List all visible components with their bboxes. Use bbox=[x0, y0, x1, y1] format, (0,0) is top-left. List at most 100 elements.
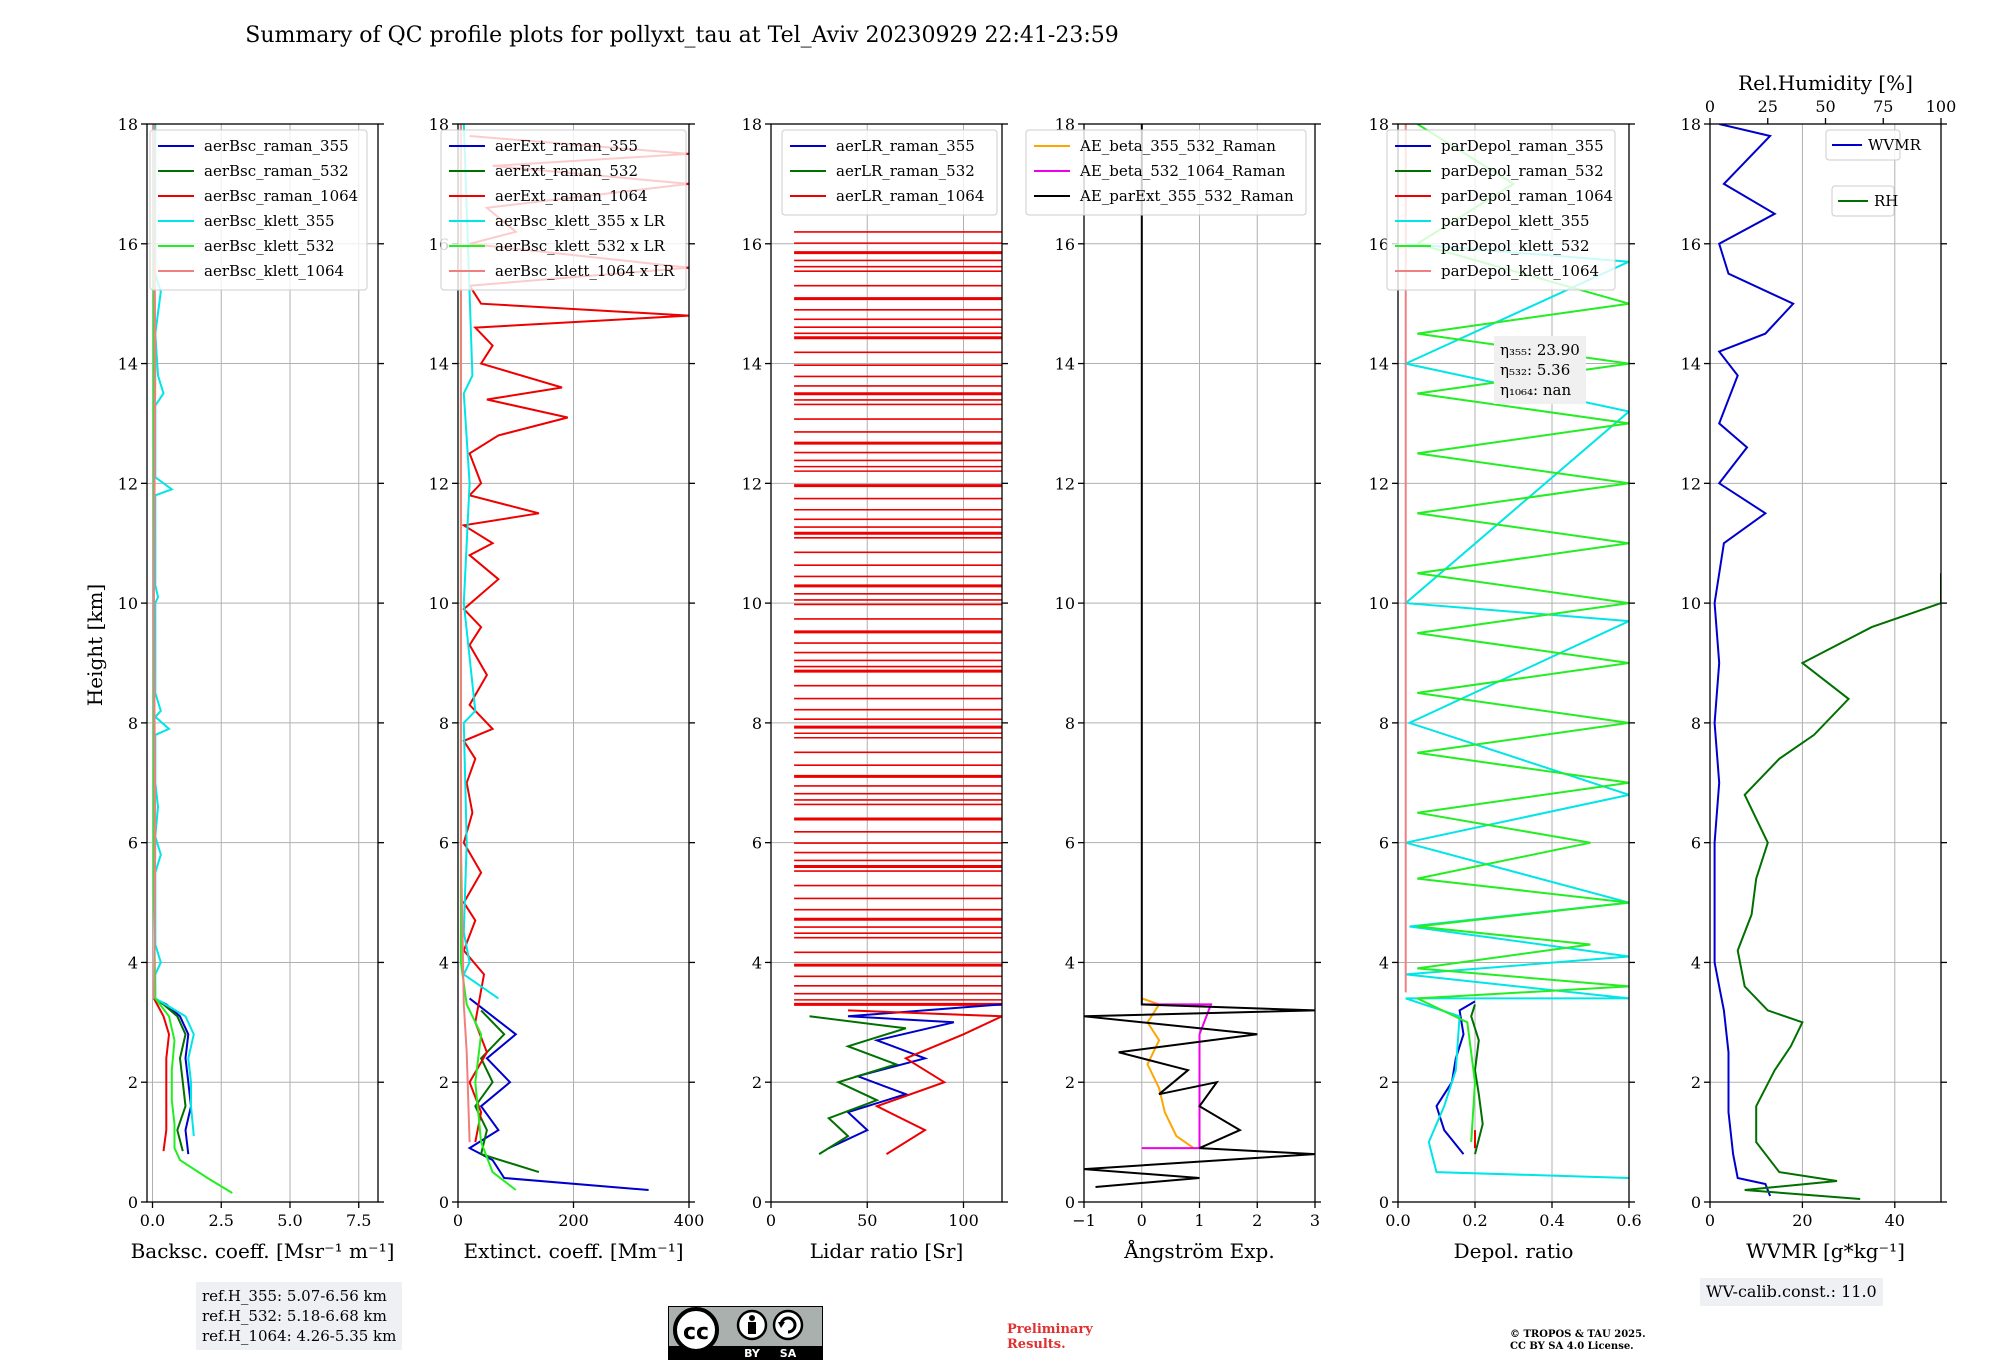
x-tick-label: 0 bbox=[766, 1211, 776, 1230]
y-tick-label: 8 bbox=[1065, 714, 1075, 733]
legend-box bbox=[1825, 129, 1901, 161]
legend-label: aerBsc_klett_355 x LR bbox=[495, 212, 666, 230]
y-tick-label: 12 bbox=[1681, 474, 1701, 493]
y-tick-label: 2 bbox=[1691, 1073, 1701, 1092]
y-tick-label: 10 bbox=[429, 594, 449, 613]
y-tick-label: 18 bbox=[1681, 115, 1701, 134]
ref-height-355: ref.H_355: 5.07-6.56 km bbox=[202, 1287, 387, 1305]
y-tick-label: 12 bbox=[1055, 474, 1075, 493]
cc-sa-label: SA bbox=[780, 1347, 797, 1360]
legend-label: WVMR bbox=[1868, 136, 1922, 154]
x-tick-label: 0 bbox=[1705, 1211, 1715, 1230]
x-tick-label: 0.0 bbox=[140, 1211, 165, 1230]
legend-label: parDepol_raman_355 bbox=[1441, 137, 1604, 155]
legend-box bbox=[440, 129, 687, 291]
series-parDepol_raman_355 bbox=[1435, 1000, 1476, 1155]
y-tick-label: 6 bbox=[1065, 834, 1075, 853]
legend-label: aerLR_raman_1064 bbox=[836, 187, 984, 205]
hatched-band bbox=[794, 231, 1002, 1006]
y-tick-label: 0 bbox=[1691, 1193, 1701, 1212]
y-tick-label: 12 bbox=[1369, 474, 1389, 493]
series-parDepol_klett_532 bbox=[1414, 124, 1629, 1143]
y-tick-label: 18 bbox=[118, 115, 138, 134]
y-tick-label: 14 bbox=[1681, 355, 1701, 374]
x-tick-label: 0.4 bbox=[1539, 1211, 1564, 1230]
legend-box bbox=[1386, 129, 1616, 291]
axes-frame bbox=[146, 123, 379, 1203]
x-axis-label: WVMR [g*kg⁻¹] bbox=[1746, 1239, 1905, 1263]
legend-4: AE_beta_355_532_Raman AE_beta_532_1064_Ra… bbox=[1025, 129, 1307, 216]
y-tick-label: 18 bbox=[429, 115, 449, 134]
panel-5: 0.0 0.2 0.4 0.6 0 2 4 6 8 10 12 14 16 18 Depol. ratio bbox=[1369, 115, 1642, 1263]
panel-3: 0 50 100 0 2 4 6 8 10 12 14 16 18 Lidar ratio [Sr] bbox=[742, 115, 1008, 1263]
axes-frame bbox=[1709, 123, 1942, 1203]
eta-355: η₃₅₅: 23.90 bbox=[1500, 341, 1580, 359]
y-tick-label: 10 bbox=[1681, 594, 1701, 613]
y-tick-label: 2 bbox=[752, 1073, 762, 1092]
y-tick-label: 2 bbox=[439, 1073, 449, 1092]
eta-box: η₃₅₅: 23.90 η₅₃₂: 5.36 η₁₀₆₄: nan bbox=[1494, 336, 1586, 404]
x-tick-label: 7.5 bbox=[346, 1211, 371, 1230]
y-tick-label: 16 bbox=[1055, 235, 1075, 254]
series-aerBsc_raman_532 bbox=[153, 997, 187, 1152]
x-tick-label: 0.0 bbox=[1385, 1211, 1410, 1230]
legend-label: AE_parExt_355_532_Raman bbox=[1079, 187, 1294, 205]
share-alike-icon bbox=[772, 1309, 804, 1341]
y-tick-label: 6 bbox=[1379, 834, 1389, 853]
x-tick-label: 400 bbox=[674, 1211, 705, 1230]
y-tick-label: 2 bbox=[1379, 1073, 1389, 1092]
x-tick-label: −1 bbox=[1072, 1211, 1096, 1230]
copyright-line-1: © TROPOS & TAU 2025. bbox=[1510, 1329, 1646, 1340]
series-aerLR_raman_532 bbox=[809, 1015, 907, 1155]
x-tick-label: 40 bbox=[1885, 1211, 1905, 1230]
eta-1064: η₁₀₆₄: nan bbox=[1500, 381, 1572, 399]
series-parDepol_raman_532 bbox=[1470, 1004, 1484, 1155]
y-tick-label: 8 bbox=[439, 714, 449, 733]
series-WVMR bbox=[1713, 124, 1795, 1197]
top-x-tick-label: 0 bbox=[1705, 97, 1715, 116]
y-axis-label: Height [km] bbox=[83, 584, 107, 706]
preliminary-results-note: Preliminary Results. bbox=[1007, 1322, 1093, 1352]
legend-label: parDepol_klett_355 bbox=[1441, 212, 1590, 230]
x-axis-label: Lidar ratio [Sr] bbox=[810, 1239, 964, 1263]
copyright-line-2: CC BY SA 4.0 License. bbox=[1510, 1341, 1634, 1352]
y-tick-label: 8 bbox=[752, 714, 762, 733]
legend-label: AE_beta_532_1064_Raman bbox=[1079, 162, 1286, 180]
x-tick-label: 0.6 bbox=[1616, 1211, 1641, 1230]
legend-label: aerExt_raman_355 bbox=[495, 137, 638, 155]
y-tick-label: 10 bbox=[118, 594, 138, 613]
cc-by-label: BY bbox=[744, 1347, 761, 1360]
legend-5: parDepol_raman_355 parDepol_raman_532 parD… bbox=[1386, 129, 1616, 291]
y-tick-label: 10 bbox=[1369, 594, 1389, 613]
y-tick-label: 4 bbox=[1691, 953, 1701, 972]
legend-label: aerBsc_raman_1064 bbox=[204, 187, 358, 205]
y-tick-label: 18 bbox=[742, 115, 762, 134]
panel-6: 0 20 40 0 2 4 6 8 10 12 14 16 18 WVMR [g*kg⁻¹] 0 25 50 75… bbox=[1681, 71, 1957, 1263]
copyright-note: © TROPOS & TAU 2025. CC BY SA 4.0 Licens… bbox=[1510, 1329, 1646, 1353]
legend-label: parDepol_klett_532 bbox=[1441, 237, 1590, 255]
series-group bbox=[809, 1003, 1002, 1155]
legend-box bbox=[1025, 129, 1307, 216]
legend-label: aerBsc_klett_1064 x LR bbox=[495, 262, 675, 280]
x-tick-label: 2.5 bbox=[209, 1211, 234, 1230]
legend-label: RH bbox=[1874, 192, 1898, 210]
cc-logo-text: cc bbox=[683, 1320, 709, 1345]
y-tick-label: 10 bbox=[742, 594, 762, 613]
y-tick-label: 0 bbox=[128, 1193, 138, 1212]
x-tick-label: 0.2 bbox=[1462, 1211, 1487, 1230]
legend-label: parDepol_raman_1064 bbox=[1441, 187, 1613, 205]
y-tick-label: 14 bbox=[1369, 355, 1389, 374]
y-tick-label: 4 bbox=[439, 953, 449, 972]
y-tick-label: 0 bbox=[1379, 1193, 1389, 1212]
series-AE_parExt_355_532_Raman bbox=[1084, 124, 1315, 1188]
x-axis-label: Ångström Exp. bbox=[1123, 1238, 1274, 1263]
top-x-tick-label: 75 bbox=[1873, 97, 1893, 116]
x-tick-label: 200 bbox=[558, 1211, 589, 1230]
series-aerBsc_klett_532 bbox=[152, 124, 233, 1194]
y-tick-label: 14 bbox=[1055, 355, 1075, 374]
x-tick-label: 1 bbox=[1194, 1211, 1204, 1230]
x-tick-label: 0 bbox=[453, 1211, 463, 1230]
top-x-tick-label: 50 bbox=[1815, 97, 1835, 116]
